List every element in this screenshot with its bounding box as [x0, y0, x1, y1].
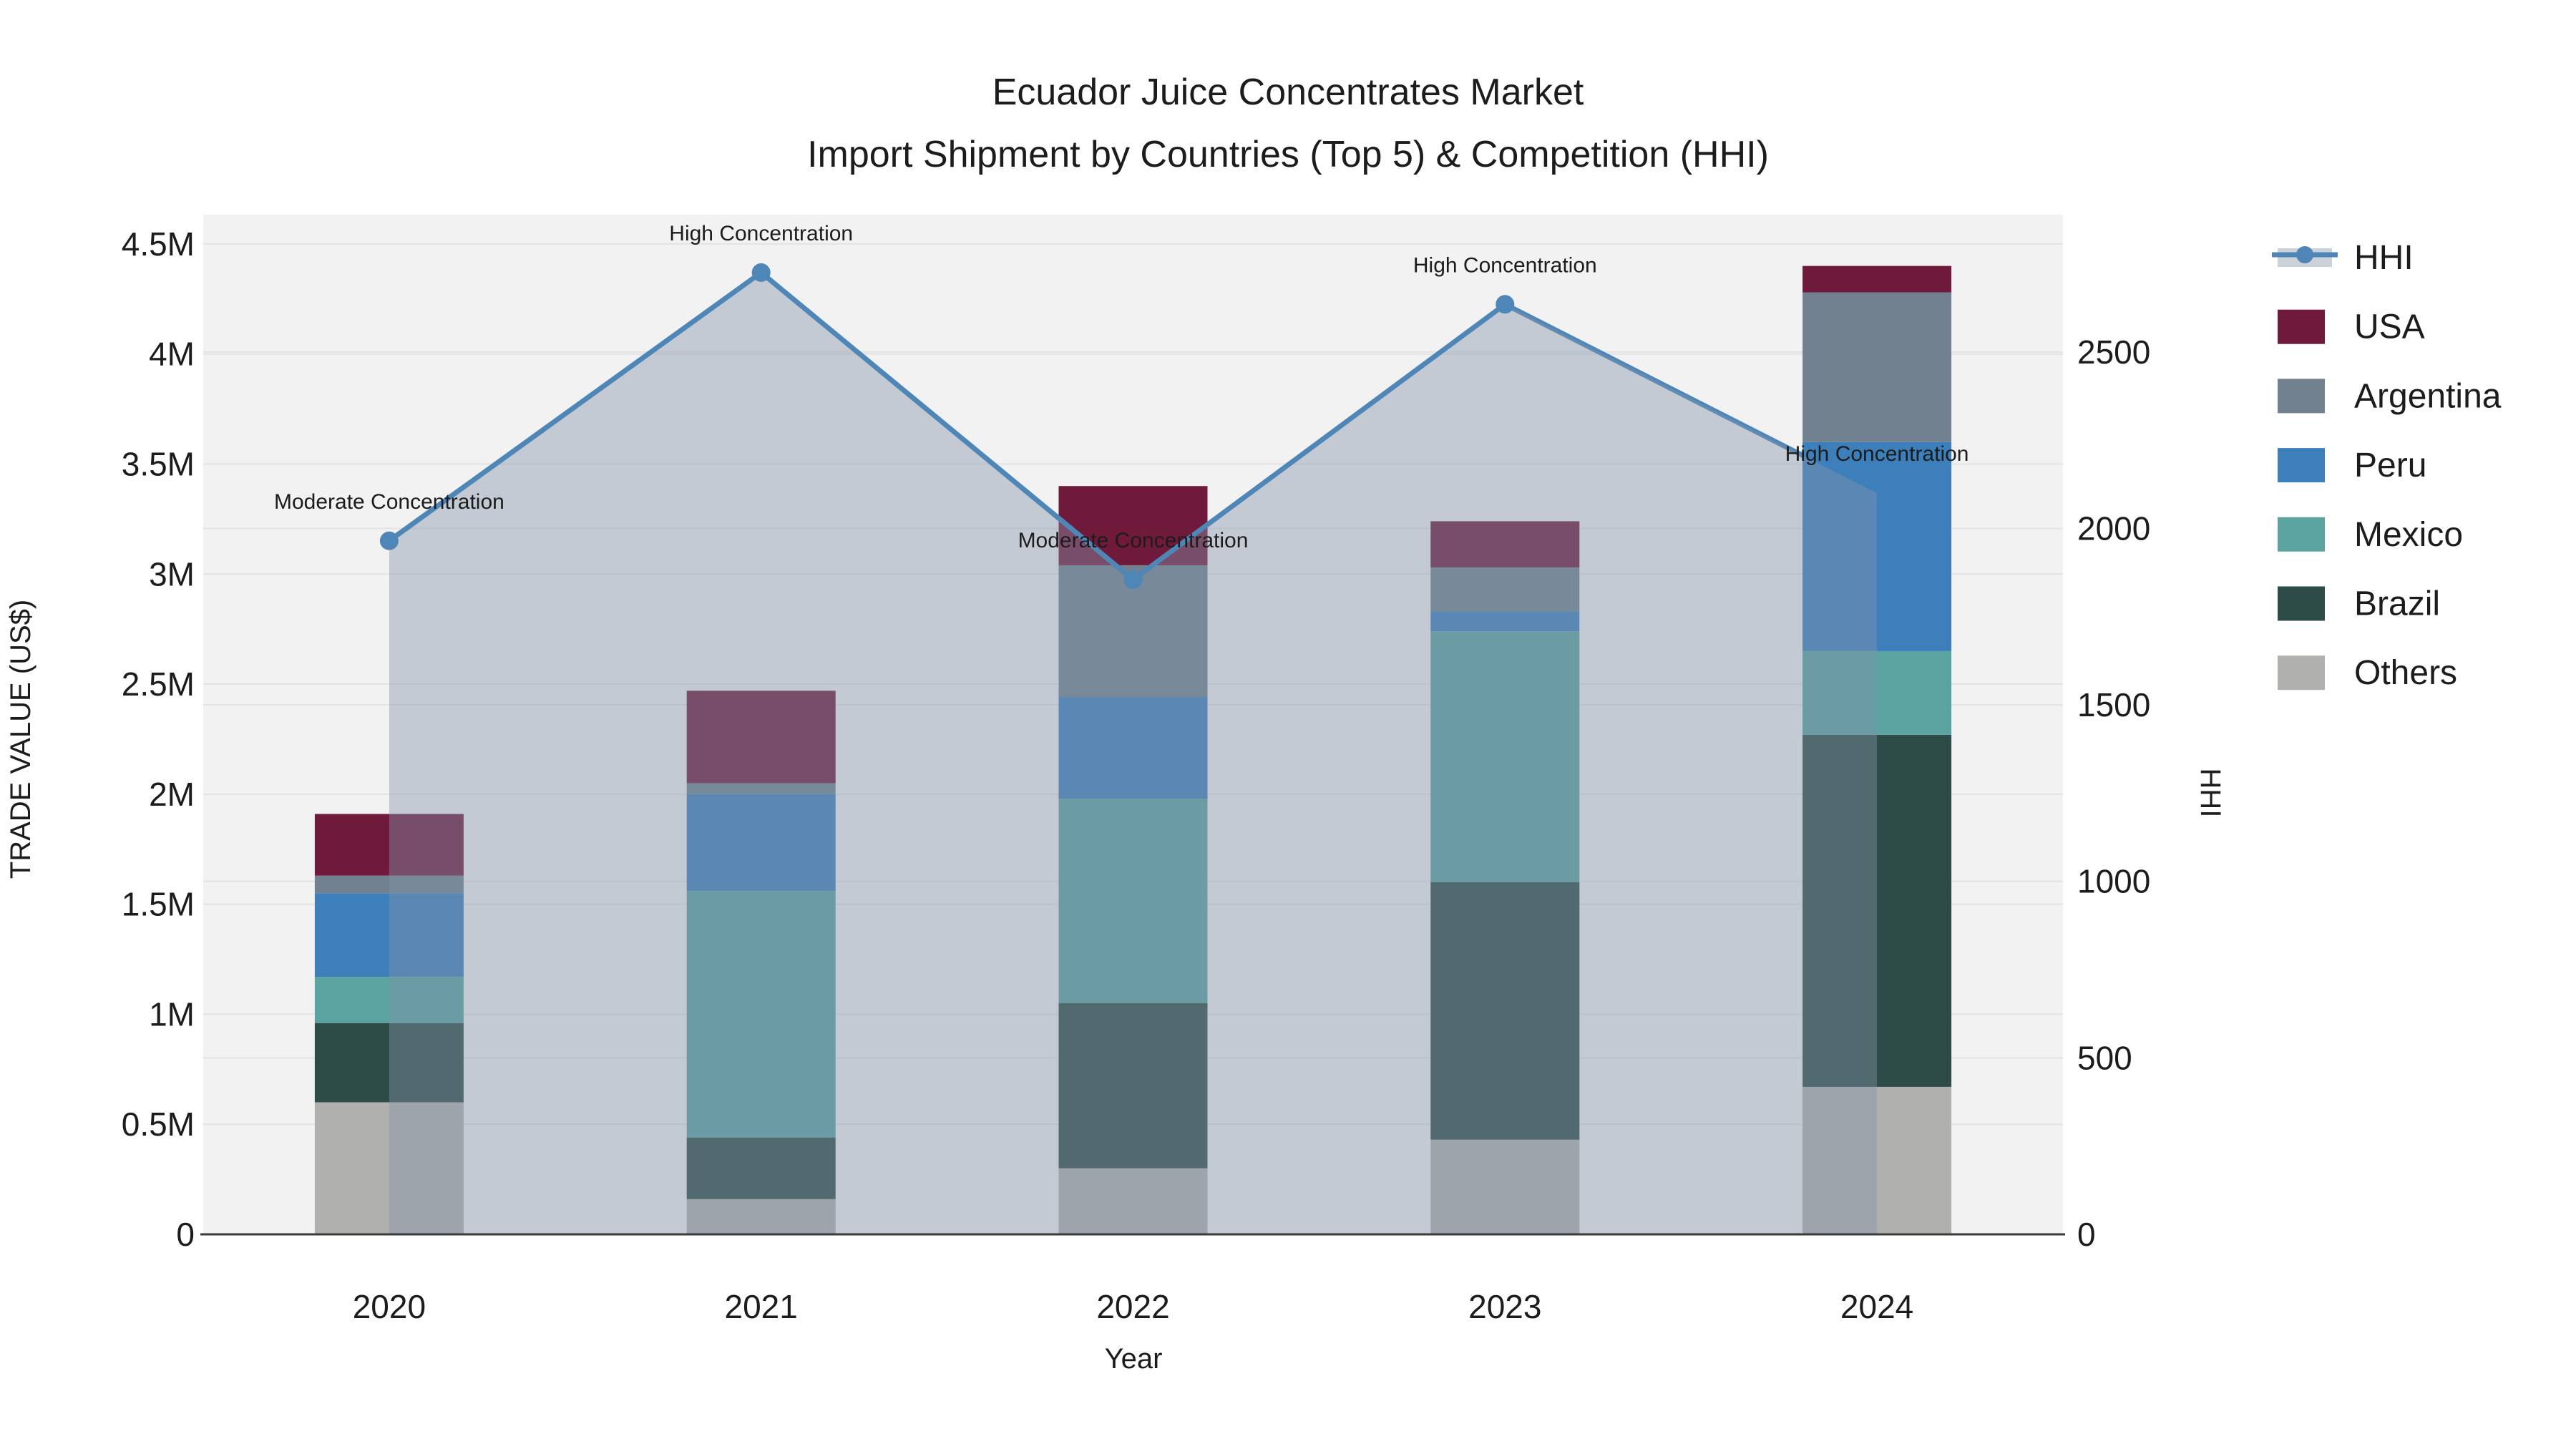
y2-tick-label: 2000: [2077, 509, 2150, 547]
hhi-point: [751, 263, 771, 282]
bar-segment-peru-2020: [314, 893, 464, 977]
bar-segment-usa-2020: [314, 814, 464, 876]
hhi-point: [379, 531, 399, 550]
y-tick-label: 4M: [149, 336, 195, 373]
legend-label-usa: USA: [2354, 308, 2425, 346]
concentration-annotations: Moderate Concentration High Concentration…: [274, 222, 1969, 552]
bar-segment-peru-2021: [686, 794, 836, 892]
y2-tick-label: 1500: [2077, 686, 2150, 723]
y2-tick-label: 0: [2077, 1216, 2096, 1253]
bar-segment-brazil-2023: [1430, 882, 1580, 1140]
bar-segment-usa-2024: [1802, 265, 1952, 293]
bar-segment-mexico-2020: [314, 977, 464, 1023]
y-tick-label: 2.5M: [122, 665, 195, 703]
bar-segment-mexico-2024: [1802, 650, 1952, 735]
legend-swatch-mexico: [2278, 517, 2325, 552]
y2-tick-label: 1000: [2077, 863, 2150, 900]
bar-segment-brazil-2020: [314, 1023, 464, 1103]
bar-segment-others-2021: [686, 1199, 836, 1234]
y-tick-label: 3.5M: [122, 445, 195, 482]
bar-segment-usa-2021: [686, 691, 836, 784]
legend-label-argentina: Argentina: [2354, 377, 2502, 415]
legend-item-hhi[interactable]: HHI: [2272, 239, 2414, 277]
bar-segment-others-2024: [1802, 1086, 1952, 1234]
x-tick-label-2022: 2022: [1096, 1288, 1169, 1325]
legend-label-peru: Peru: [2354, 447, 2426, 484]
bar-segment-others-2020: [314, 1102, 464, 1234]
hhi-point: [1496, 295, 1515, 314]
legend-swatch-brazil: [2278, 586, 2325, 621]
hhi-line: [379, 263, 1515, 590]
y-axis-title: TRADE VALUE (US$): [5, 600, 36, 879]
legend-swatch-others: [2278, 655, 2325, 691]
left-axis-tick-labels: 0 0.5M 1M 1.5M 2M 2.5M 3M 3.5M 4M 4.5M: [122, 225, 195, 1253]
y-tick-label: 1.5M: [122, 886, 195, 923]
annotation-2020: Moderate Concentration: [274, 490, 504, 514]
bar-segment-usa-2022: [1058, 486, 1208, 565]
legend: HHI USA Argentina Peru Mexico Brazil Others: [2272, 239, 2502, 692]
legend-hhi-marker-swatch: [2296, 246, 2313, 263]
bar-segment-others-2023: [1430, 1139, 1580, 1234]
legend-swatch-argentina: [2278, 379, 2325, 414]
y2-axis-title: HHI: [2195, 769, 2226, 818]
hhi-line-path: [387, 269, 1507, 583]
bar-segment-brazil-2022: [1058, 1003, 1208, 1169]
bar-segment-mexico-2021: [686, 891, 836, 1138]
x-tick-label-2021: 2021: [725, 1288, 798, 1325]
hhi-area-fill: [389, 272, 1878, 1234]
annotation-2024: High Concentration: [1785, 442, 1969, 466]
legend-item-others[interactable]: Others: [2278, 654, 2457, 692]
legend-swatch-peru: [2278, 448, 2325, 483]
legend-label-others: Others: [2354, 654, 2457, 692]
annotation-2022: Moderate Concentration: [1018, 529, 1249, 552]
y-tick-label: 3M: [149, 555, 195, 592]
y-tick-label: 0: [176, 1216, 195, 1253]
y-tick-label: 4.5M: [122, 225, 195, 263]
annotation-2023: High Concentration: [1413, 253, 1597, 277]
annotation-2021: High Concentration: [669, 222, 853, 245]
legend-item-mexico[interactable]: Mexico: [2278, 516, 2463, 554]
chart-title: Ecuador Juice Concentrates Market: [992, 72, 1584, 113]
bar-segment-argentina-2023: [1430, 567, 1580, 612]
bar-segment-brazil-2021: [686, 1137, 836, 1199]
y-tick-label: 0.5M: [122, 1106, 195, 1143]
bar-segment-argentina-2024: [1802, 292, 1952, 442]
bar-segment-usa-2023: [1430, 521, 1580, 568]
hhi-fill-polygon: [389, 272, 1878, 1234]
chart-subtitle: Import Shipment by Countries (Top 5) & C…: [807, 134, 1769, 175]
legend-label-brazil: Brazil: [2354, 585, 2440, 623]
y2-tick-label: 2500: [2077, 333, 2150, 371]
legend-swatch-usa: [2278, 309, 2325, 344]
bar-segment-mexico-2023: [1430, 631, 1580, 882]
x-axis-tick-labels: 2020 2021 2022 2023 2024: [353, 1288, 1914, 1325]
legend-label-hhi: HHI: [2354, 239, 2414, 277]
hhi-point: [1123, 570, 1143, 590]
y-tick-label: 2M: [149, 776, 195, 813]
stacked-bars: [314, 265, 1952, 1234]
right-axis-tick-labels: 0 500 1000 1500 2000 2500: [2077, 333, 2150, 1253]
legend-item-usa[interactable]: USA: [2278, 308, 2425, 346]
y2-tick-label: 500: [2077, 1039, 2132, 1076]
bar-segment-mexico-2022: [1058, 798, 1208, 1004]
legend-item-argentina[interactable]: Argentina: [2278, 377, 2502, 415]
legend-label-mexico: Mexico: [2354, 516, 2463, 554]
x-tick-label-2020: 2020: [353, 1288, 426, 1325]
legend-item-brazil[interactable]: Brazil: [2278, 585, 2440, 623]
bar-segment-others-2022: [1058, 1168, 1208, 1234]
legend-item-peru[interactable]: Peru: [2278, 447, 2426, 484]
x-tick-label-2024: 2024: [1840, 1288, 1913, 1325]
bar-segment-peru-2023: [1430, 611, 1580, 632]
x-tick-label-2023: 2023: [1468, 1288, 1541, 1325]
x-axis-title: Year: [1105, 1343, 1163, 1375]
bar-segment-brazil-2024: [1802, 734, 1952, 1087]
bar-segment-argentina-2021: [686, 783, 836, 794]
bar-segment-peru-2022: [1058, 697, 1208, 799]
bar-segment-argentina-2020: [314, 875, 464, 894]
bar-segment-peru-2024: [1802, 441, 1952, 651]
y-tick-label: 1M: [149, 995, 195, 1033]
